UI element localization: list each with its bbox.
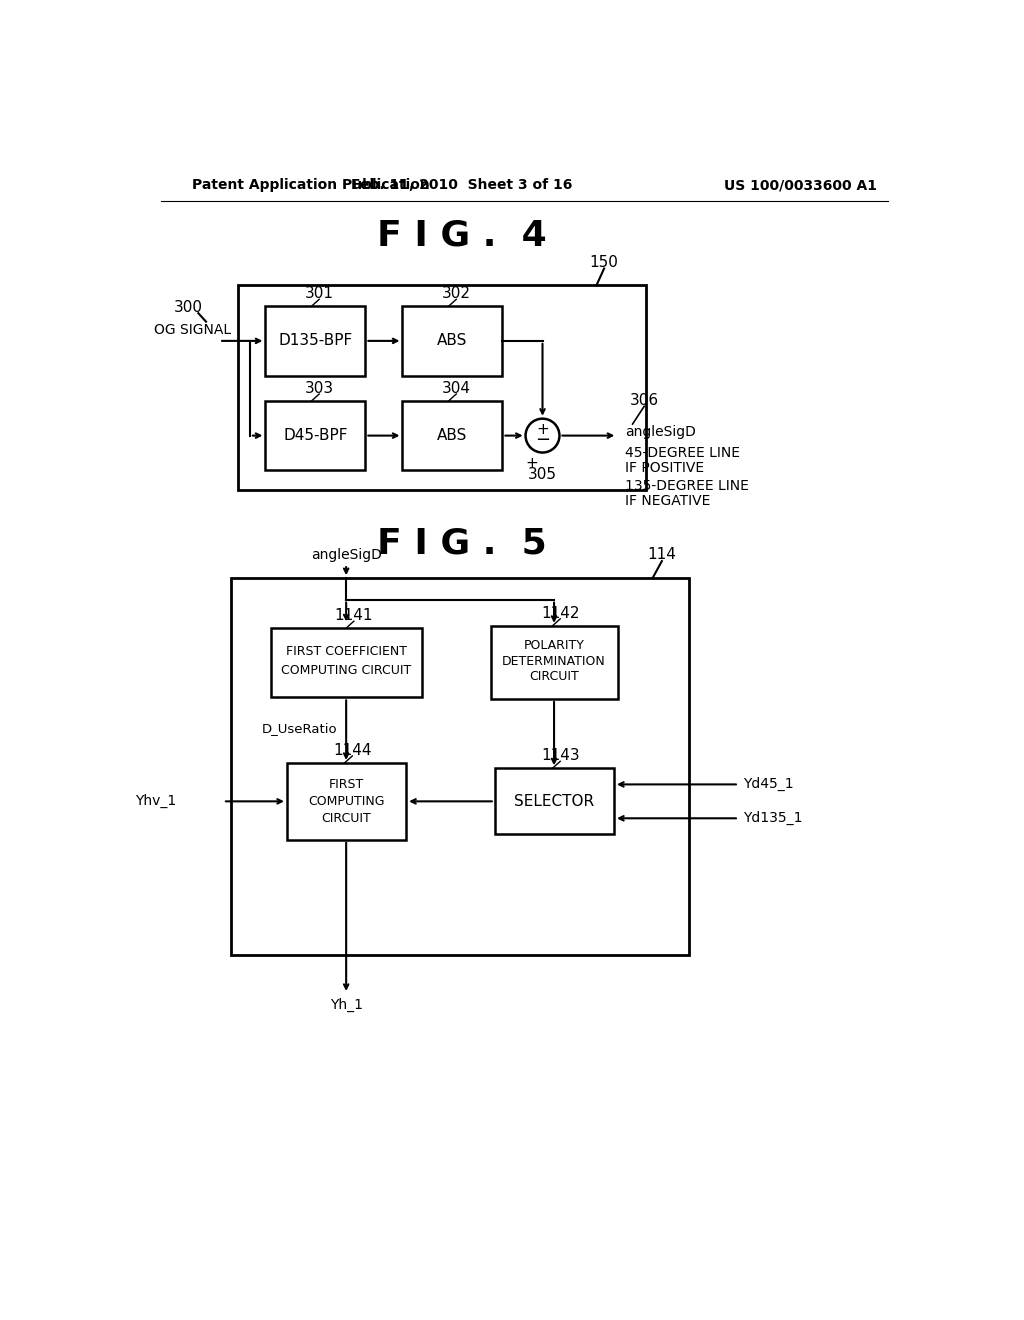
Text: Yd135_1: Yd135_1 xyxy=(742,812,802,825)
Text: Yd45_1: Yd45_1 xyxy=(742,777,794,792)
Text: 304: 304 xyxy=(441,381,471,396)
Bar xyxy=(265,306,366,376)
Bar xyxy=(287,763,407,840)
Text: FIRST COEFFICIENT: FIRST COEFFICIENT xyxy=(286,645,407,659)
Text: angleSigD: angleSigD xyxy=(625,425,695,438)
Text: US 100/0033600 A1: US 100/0033600 A1 xyxy=(724,178,877,193)
Text: F I G .  5: F I G . 5 xyxy=(377,527,547,561)
Text: 1142: 1142 xyxy=(541,606,580,620)
Text: F I G .  4: F I G . 4 xyxy=(377,218,547,252)
Text: DETERMINATION: DETERMINATION xyxy=(502,655,606,668)
Text: 1143: 1143 xyxy=(541,748,580,763)
Text: 306: 306 xyxy=(630,393,658,408)
Text: −: − xyxy=(535,432,550,449)
Text: POLARITY: POLARITY xyxy=(523,639,585,652)
Text: ABS: ABS xyxy=(437,428,468,444)
Text: Patent Application Publication: Patent Application Publication xyxy=(193,178,430,193)
Text: 305: 305 xyxy=(528,466,557,482)
Bar xyxy=(230,578,689,956)
Bar xyxy=(495,768,614,834)
Text: 1141: 1141 xyxy=(335,609,373,623)
Text: 300: 300 xyxy=(174,300,203,314)
Text: Yhv_1: Yhv_1 xyxy=(135,795,177,808)
Bar xyxy=(490,626,617,700)
Text: 301: 301 xyxy=(305,286,334,301)
Text: 135-DEGREE LINE: 135-DEGREE LINE xyxy=(625,479,749,492)
Text: IF NEGATIVE: IF NEGATIVE xyxy=(625,494,711,508)
Text: 114: 114 xyxy=(647,548,676,562)
Text: +: + xyxy=(537,422,549,437)
Text: ABS: ABS xyxy=(437,334,468,348)
Text: CIRCUIT: CIRCUIT xyxy=(529,671,579,684)
Text: 150: 150 xyxy=(590,255,618,269)
Text: OG SIGNAL: OG SIGNAL xyxy=(154,323,230,337)
Text: Feb. 11, 2010  Sheet 3 of 16: Feb. 11, 2010 Sheet 3 of 16 xyxy=(351,178,572,193)
Bar xyxy=(402,401,503,470)
Text: IF POSITIVE: IF POSITIVE xyxy=(625,461,705,475)
Text: 45-DEGREE LINE: 45-DEGREE LINE xyxy=(625,446,740,459)
Text: +: + xyxy=(525,455,538,471)
Text: COMPUTING: COMPUTING xyxy=(308,795,384,808)
Text: 1144: 1144 xyxy=(333,743,372,758)
Bar xyxy=(402,306,503,376)
Bar xyxy=(271,628,422,697)
Bar xyxy=(265,401,366,470)
Text: D135-BPF: D135-BPF xyxy=(279,334,352,348)
Text: SELECTOR: SELECTOR xyxy=(514,793,594,809)
Text: D45-BPF: D45-BPF xyxy=(283,428,347,444)
Text: CIRCUIT: CIRCUIT xyxy=(322,812,371,825)
Text: angleSigD: angleSigD xyxy=(310,548,382,562)
Bar xyxy=(239,285,646,490)
Text: 302: 302 xyxy=(441,286,471,301)
Text: 303: 303 xyxy=(305,381,334,396)
Text: COMPUTING CIRCUIT: COMPUTING CIRCUIT xyxy=(281,664,412,677)
Text: D_UseRatio: D_UseRatio xyxy=(261,722,337,735)
Text: Yh_1: Yh_1 xyxy=(330,998,362,1012)
Text: FIRST: FIRST xyxy=(329,777,364,791)
